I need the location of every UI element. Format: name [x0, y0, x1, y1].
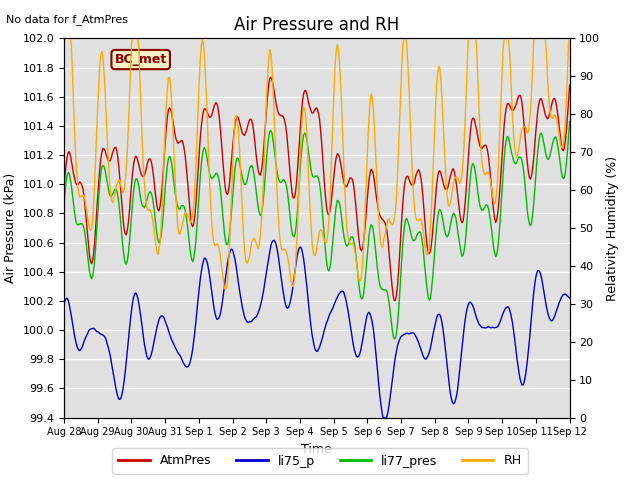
Title: Air Pressure and RH: Air Pressure and RH [234, 16, 399, 34]
Y-axis label: Relativity Humidity (%): Relativity Humidity (%) [606, 156, 619, 300]
X-axis label: Time: Time [301, 443, 332, 456]
Text: No data for f_AtmPres: No data for f_AtmPres [6, 14, 129, 25]
Legend: AtmPres, li75_p, li77_pres, RH: AtmPres, li75_p, li77_pres, RH [112, 448, 528, 474]
Y-axis label: Air Pressure (kPa): Air Pressure (kPa) [4, 173, 17, 283]
Text: BC_met: BC_met [115, 53, 167, 66]
